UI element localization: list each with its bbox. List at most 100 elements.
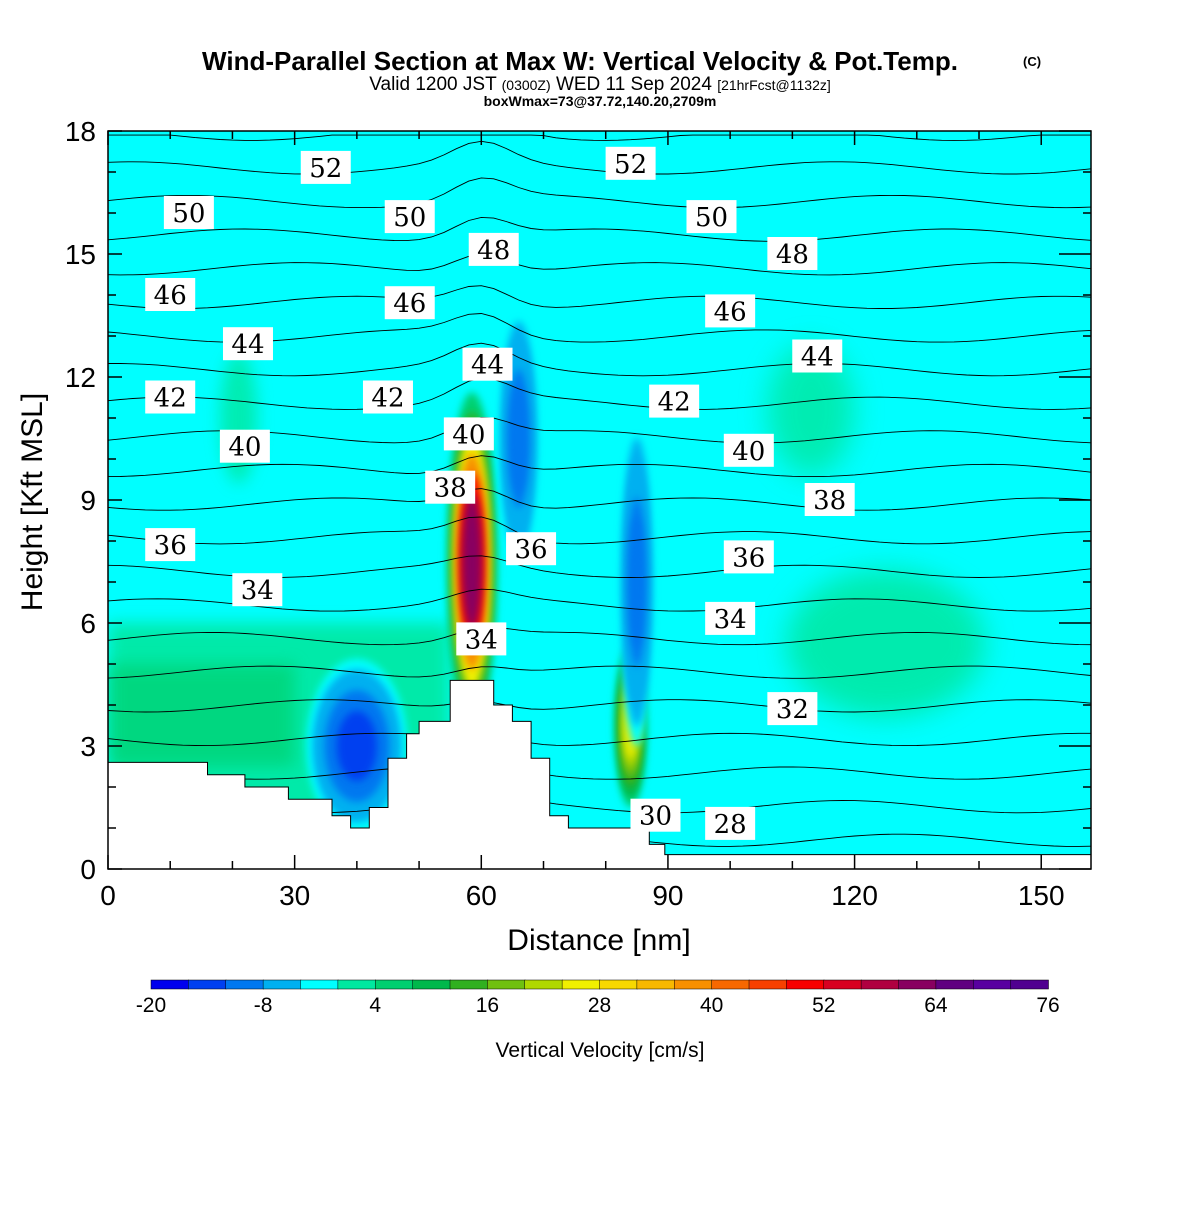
x-tick-label: 90	[652, 880, 683, 911]
theta-contour-line	[108, 134, 1091, 141]
theta-label: 34	[232, 573, 283, 607]
colorbar-label: -8	[254, 994, 273, 1017]
theta-label: 40	[219, 429, 270, 463]
theta-label: 42	[362, 380, 413, 414]
chart-subtitle: Valid 1200 JST (0300Z) WED 11 Sep 2024 […	[369, 74, 831, 95]
copyright-mark: (C)	[1023, 54, 1041, 69]
theta-contour-line	[108, 588, 1091, 612]
theta-label-bg	[649, 384, 700, 418]
theta-label-bg	[723, 540, 774, 574]
theta-contour-line	[108, 417, 1091, 444]
theta-label-text: 52	[614, 150, 647, 180]
colorbar-segment	[449, 979, 489, 990]
colorbar-label: 16	[476, 994, 499, 1017]
east-ascent-area	[786, 569, 986, 718]
theta-label-bg	[145, 380, 196, 414]
theta-contour-line	[108, 626, 1091, 646]
theta-contour-line	[108, 342, 1091, 377]
w-cell-ring	[629, 516, 644, 648]
theta-label-text: 40	[452, 420, 485, 450]
colorbar-segment	[748, 979, 788, 990]
colorbar-label: 40	[700, 994, 723, 1017]
theta-contour-labels: 52 52 50 50 50 48 48 46 46 46 44 44 44 42 42 42 40 40 40 38…	[145, 146, 855, 840]
x-tick-labels: 0 30 60 90 120 150	[100, 880, 1064, 911]
colorbar-segment	[561, 979, 601, 990]
theta-label-bg	[705, 601, 756, 635]
theta-label-bg	[232, 573, 283, 607]
theta-label: 36	[145, 528, 196, 562]
theta-label-text: 44	[801, 343, 834, 373]
y-tick-label: 15	[65, 239, 96, 270]
theta-label-text: 42	[154, 384, 187, 414]
theta-label-bg	[443, 417, 494, 451]
w-cell-downdraft-66nm	[498, 305, 539, 572]
colorbar-segment	[412, 979, 451, 990]
theta-label-bg	[767, 237, 818, 270]
theta-label-text: 44	[471, 351, 504, 381]
colorbar-label: 64	[924, 994, 948, 1017]
valid-time: Valid 1200 JST	[369, 74, 497, 95]
theta-label-bg	[686, 200, 737, 234]
theta-contour-line	[108, 377, 1091, 410]
colorbar-segment	[150, 979, 190, 990]
theta-label-bg	[792, 339, 843, 373]
theta-label-bg	[456, 622, 507, 656]
theta-label-bg	[723, 433, 774, 467]
x-tick-label: 120	[831, 880, 878, 911]
theta-label: 38	[804, 483, 855, 516]
theta-label: 38	[425, 470, 476, 504]
theta-label-text: 36	[515, 535, 548, 565]
y-tick-label: 0	[80, 854, 96, 885]
theta-label-text: 40	[732, 437, 765, 467]
w-cell-ring	[462, 493, 482, 630]
theta-label: 28	[705, 806, 756, 840]
theta-label-text: 52	[309, 154, 342, 184]
colorbar-label: 28	[588, 994, 611, 1017]
theta-label-text: 34	[465, 625, 498, 655]
theta-label: 36	[506, 532, 557, 566]
x-tick-label: 150	[1018, 880, 1065, 911]
theta-label: 42	[649, 384, 700, 418]
theta-contour-line	[108, 285, 1091, 309]
theta-label-text: 38	[434, 474, 467, 504]
theta-label-text: 28	[714, 810, 747, 840]
theta-contour-line	[108, 216, 1091, 242]
theta-label-bg	[163, 196, 214, 229]
low-level-ascent-band-core	[108, 664, 295, 767]
colorbar-segment	[262, 979, 302, 990]
y-tick-label: 18	[65, 116, 96, 147]
theta-label-bg	[630, 798, 681, 832]
theta-label: 40	[443, 417, 494, 451]
y-tick-label: 9	[80, 485, 96, 516]
colorbar-segment	[1010, 979, 1049, 990]
theta-label-text: 46	[154, 281, 187, 311]
upper-ascent-area	[767, 344, 855, 476]
y-axis-title: Height [Kft MSL]	[16, 393, 49, 611]
colorbar-segment	[935, 979, 974, 990]
theta-label-bg	[145, 278, 196, 311]
colorbar-label: -20	[136, 994, 166, 1017]
theta-contour-line	[108, 699, 1091, 713]
theta-label-text: 36	[732, 543, 765, 573]
theta-label-text: 50	[393, 203, 426, 233]
theta-label-bg	[705, 806, 756, 840]
colorbar-segment	[823, 979, 862, 990]
theta-label-text: 40	[228, 433, 261, 463]
theta-label: 50	[163, 196, 214, 229]
colorbar-segment	[898, 979, 937, 990]
theta-label-bg	[362, 380, 413, 414]
y-tick-label: 6	[80, 608, 96, 639]
theta-label-bg	[222, 327, 273, 361]
colorbar-segment	[188, 979, 227, 990]
theta-label-bg	[705, 294, 756, 328]
theta-label: 34	[705, 601, 756, 635]
theta-label: 44	[222, 327, 273, 361]
chart-title: Wind-Parallel Section at Max W: Vertical…	[202, 46, 958, 76]
theta-label: 34	[456, 622, 507, 656]
theta-label-bg	[300, 150, 351, 184]
theta-label: 46	[145, 278, 196, 311]
theta-label-text: 42	[658, 388, 691, 418]
colorbar-label: 4	[369, 994, 381, 1017]
colorbar-segment	[860, 979, 900, 990]
